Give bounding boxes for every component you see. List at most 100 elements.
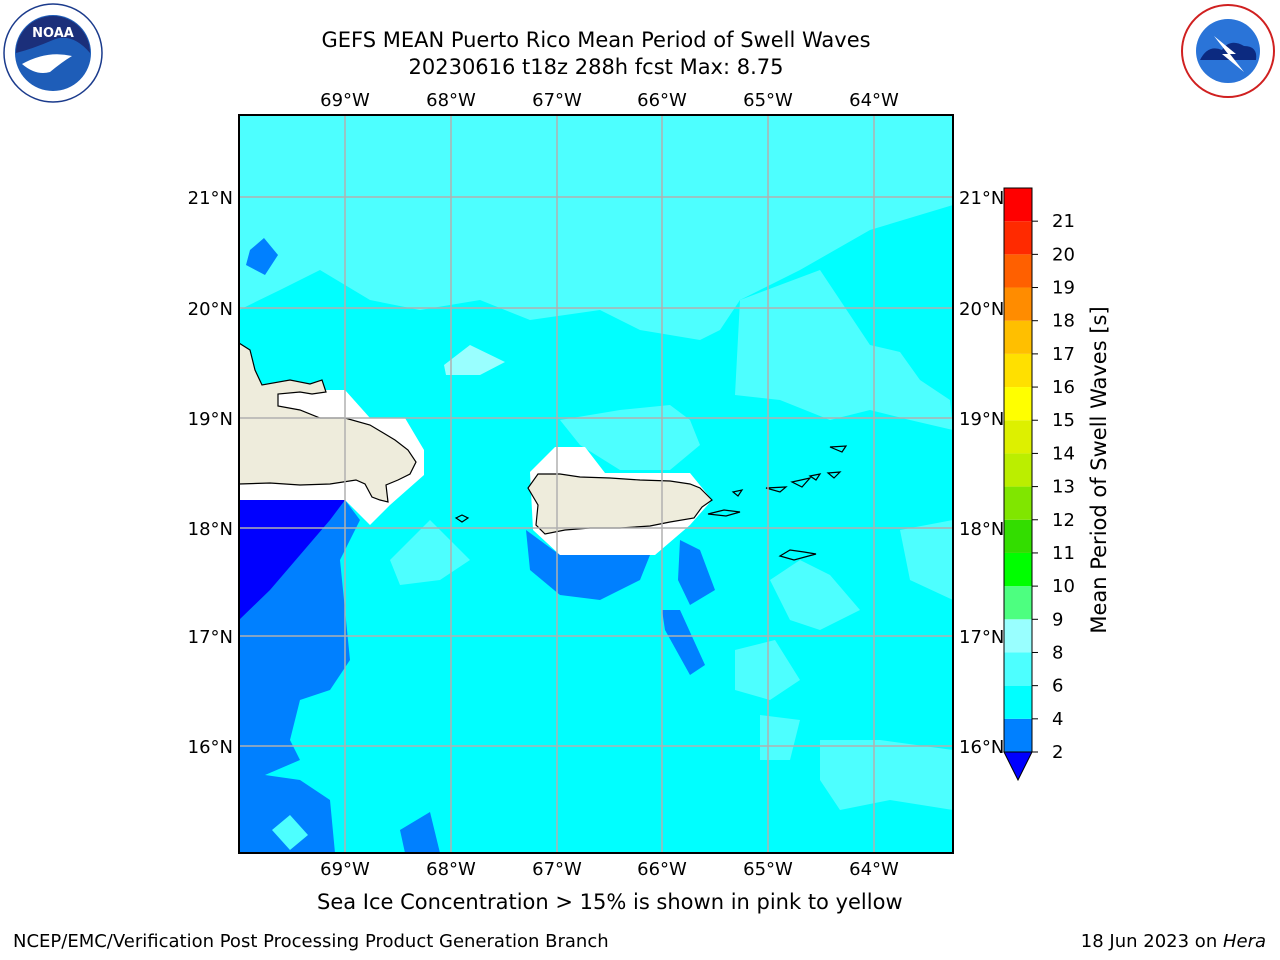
footer-branch: NCEP/EMC/Verification Post Processing Pr…: [13, 931, 609, 952]
colorbar-segment: [1004, 353, 1032, 388]
colorbar-label: Mean Period of Swell Waves [s]: [1087, 306, 1111, 633]
colorbar-tick-label: 19: [1052, 278, 1075, 299]
lon-label: 68°W: [426, 859, 476, 880]
colorbar-tick-label: 6: [1052, 676, 1063, 697]
lat-labels-left: 21°N 20°N 19°N 18°N 17°N 16°N: [188, 188, 233, 758]
lon-label: 69°W: [320, 90, 370, 111]
swell-region-light: [390, 520, 470, 585]
lat-label: 20°N: [959, 299, 1004, 320]
swell-region-light: [239, 115, 953, 340]
noaa-text: NOAA: [32, 26, 74, 41]
map-area[interactable]: [239, 115, 953, 853]
swell-region-2to4: [662, 610, 705, 675]
lon-label: 65°W: [743, 90, 793, 111]
nws-logo-icon: [1181, 4, 1275, 98]
colorbar-segment: [1004, 652, 1032, 686]
colorbar-tick-label: 18: [1052, 311, 1075, 332]
colorbar-segment: [1004, 586, 1032, 620]
colorbar-segment: [1004, 453, 1032, 487]
lon-label: 66°W: [637, 859, 687, 880]
sea-ice-note: Sea Ice Concentration > 15% is shown in …: [317, 890, 903, 914]
graticule: [239, 115, 953, 853]
lon-label: 65°W: [743, 859, 793, 880]
colorbar-tick-label: 16: [1052, 377, 1075, 398]
swell-region-light: [560, 405, 700, 470]
island-virgin: [731, 445, 848, 497]
colorbar-segment: [1004, 188, 1032, 222]
colorbar-tick-label: 11: [1052, 543, 1075, 564]
colorbar-tick-label: 4: [1052, 709, 1063, 730]
colorbar-tick-label: 21: [1052, 211, 1075, 232]
chart-title: GEFS MEAN Puerto Rico Mean Period of Swe…: [321, 28, 871, 52]
swell-region-light: [820, 740, 953, 810]
colorbar-segment: [1004, 287, 1032, 321]
swell-region-8to9: [444, 345, 505, 375]
colorbar-segment: [1004, 519, 1032, 553]
lat-label: 20°N: [188, 299, 233, 320]
swell-region-light: [770, 560, 860, 630]
colorbar-tick-label: 9: [1052, 609, 1063, 630]
island-st-croix: [778, 549, 817, 561]
lat-label: 17°N: [188, 627, 233, 648]
swell-region-2to4: [400, 812, 440, 853]
chart-subtitle: 20230616 t18z 288h fcst Max: 8.75: [408, 55, 784, 79]
footer-date-text: 18 Jun 2023 on: [1080, 931, 1223, 952]
swell-region-2to4: [246, 238, 278, 275]
noaa-logo-icon: NOAA: [3, 3, 103, 103]
colorbar-tick-label: 12: [1052, 510, 1075, 531]
lat-label: 19°N: [959, 409, 1004, 430]
map-frame: [238, 114, 954, 854]
colorbar-segment: [1004, 486, 1032, 520]
swell-region-light: [900, 520, 953, 600]
colorbar-under-arrow: [1003, 751, 1033, 782]
colorbar-segment: [1004, 254, 1032, 288]
lon-label: 64°W: [849, 90, 899, 111]
island-vieques: [707, 509, 741, 517]
hispaniola-land: [239, 342, 417, 503]
lon-label: 66°W: [637, 90, 687, 111]
colorbar-tick-label: 10: [1052, 576, 1075, 597]
swell-region-light: [735, 270, 953, 430]
swell-region-2to4: [678, 540, 715, 605]
colorbar-segment: [1004, 221, 1032, 255]
lat-label: 17°N: [959, 627, 1004, 648]
colorbar-tick-label: 2: [1052, 742, 1063, 763]
lat-labels-right: 21°N 20°N 19°N 18°N 17°N 16°N: [959, 188, 1004, 758]
lon-labels-bottom: 69°W 68°W 67°W 66°W 65°W 64°W: [320, 859, 899, 880]
lat-label: 16°N: [188, 737, 233, 758]
island-mona: [454, 514, 470, 523]
swell-region-under2: [239, 500, 345, 620]
colorbar-tick-label: 13: [1052, 477, 1075, 498]
footer-host: Hera: [1222, 931, 1266, 952]
colorbar-tick-label: 8: [1052, 642, 1063, 663]
colorbar-segment: [1004, 320, 1032, 354]
colorbar-tick-label: 17: [1052, 344, 1075, 365]
lat-label: 21°N: [188, 188, 233, 209]
lat-label: 21°N: [959, 188, 1004, 209]
colorbar: 2 4 6 8 9 10 11 12 13 14 15 16 17 18 19 20 21: [1003, 187, 1075, 782]
lon-label: 68°W: [426, 90, 476, 111]
colorbar-segment: [1004, 718, 1032, 752]
colorbar-tick-label: 14: [1052, 443, 1075, 464]
colorbar-segment: [1004, 387, 1032, 421]
footer-date: 18 Jun 2023 on Hera: [1081, 931, 1266, 952]
lat-label: 18°N: [959, 519, 1004, 540]
colorbar-segment: [1004, 420, 1032, 454]
lat-label: 16°N: [959, 737, 1004, 758]
lon-label: 64°W: [849, 859, 899, 880]
colorbar-segment: [1004, 552, 1032, 587]
colorbar-frame: [1003, 187, 1033, 753]
swell-region-4to6: [272, 815, 308, 850]
colorbar-tick-label: 20: [1052, 244, 1075, 265]
colorbar-segment: [1004, 685, 1032, 719]
lon-label: 67°W: [532, 90, 582, 111]
lon-label: 67°W: [532, 859, 582, 880]
lon-label: 69°W: [320, 859, 370, 880]
lat-label: 18°N: [188, 519, 233, 540]
lon-labels-top: 69°W 68°W 67°W 66°W 65°W 64°W: [320, 90, 899, 111]
colorbar-segment: [1004, 619, 1032, 653]
colorbar-tick-label: 15: [1052, 410, 1075, 431]
lat-label: 19°N: [188, 409, 233, 430]
swell-region-light: [760, 715, 800, 760]
